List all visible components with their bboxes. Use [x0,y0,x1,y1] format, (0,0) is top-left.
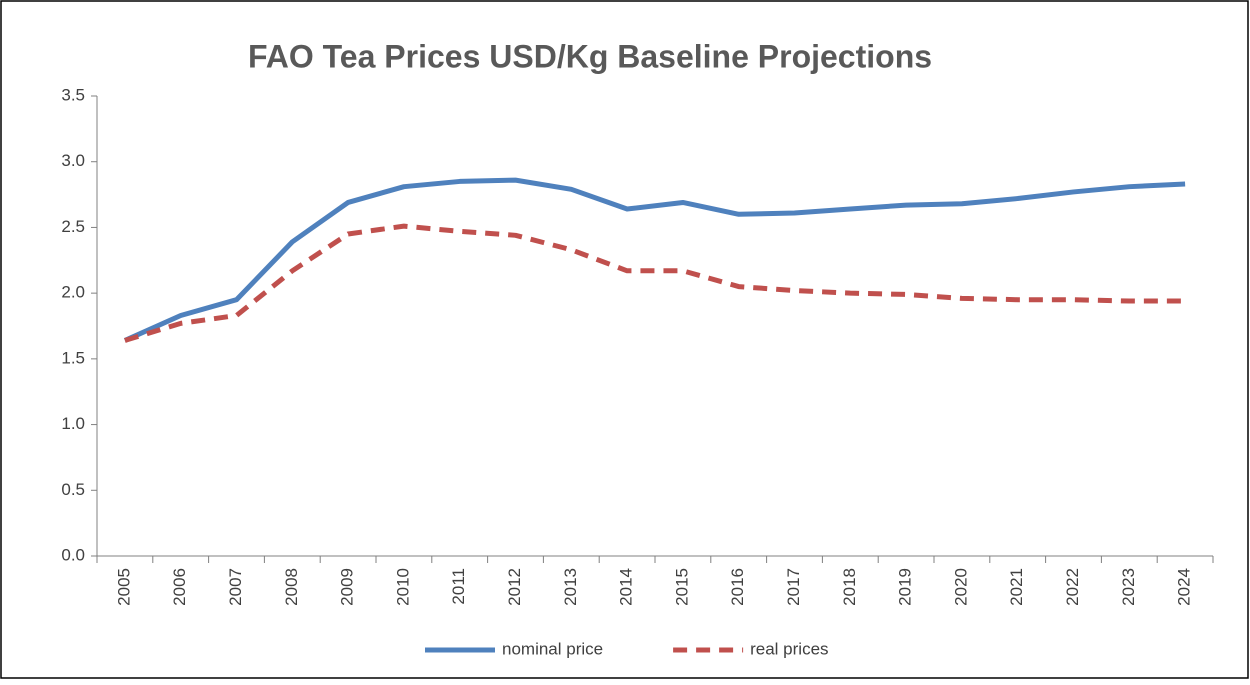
x-tick-label: 2009 [338,568,357,606]
x-tick-label: 2024 [1175,568,1194,606]
x-tick-label: 2015 [672,568,691,606]
x-tick-label: 2012 [505,568,524,606]
y-tick-label: 0.5 [61,480,85,499]
x-tick-label: 2019 [896,568,915,606]
x-tick-label: 2018 [840,568,859,606]
x-tick-label: 2023 [1119,568,1138,606]
series-line [124,223,1186,343]
x-tick-label: 2021 [1007,568,1026,606]
x-tick-label: 2013 [561,568,580,606]
x-tick-label: 2022 [1063,568,1082,606]
y-tick-label: 2.5 [61,217,85,236]
y-tick-label: 0.0 [61,545,85,564]
x-tick-label: 2016 [728,568,747,606]
series-line [123,177,1186,343]
x-tick-label: 2008 [282,568,301,606]
x-tick-label: 2017 [784,568,803,606]
y-tick-label: 3.5 [61,85,85,104]
legend-label: real prices [750,639,828,658]
x-tick-label: 2005 [114,568,133,606]
x-tick-label: 2014 [617,568,636,606]
x-tick-label: 2007 [226,568,245,606]
x-tick-label: 2006 [170,568,189,606]
y-tick-label: 2.0 [61,283,85,302]
x-tick-label: 2010 [393,568,412,606]
y-tick-label: 1.5 [61,348,85,367]
legend-label: nominal price [502,639,603,658]
y-tick-label: 1.0 [61,414,85,433]
y-tick-label: 3.0 [61,151,85,170]
x-tick-label: 2011 [449,568,468,605]
chart-title: FAO Tea Prices USD/Kg Baseline Projectio… [248,38,932,74]
x-tick-label: 2020 [951,568,970,606]
